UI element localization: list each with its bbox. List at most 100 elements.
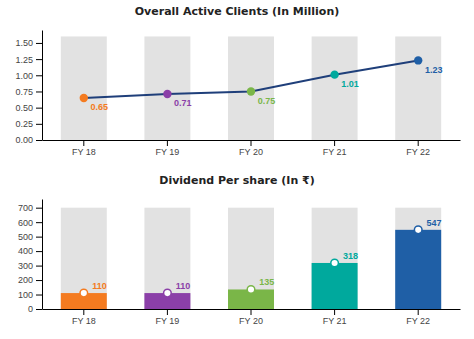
y-tick: 1.50 — [15, 38, 42, 48]
tick-mark — [36, 75, 42, 76]
tick-mark — [83, 140, 84, 146]
tick-label: FY 20 — [239, 147, 263, 157]
tick-mark — [36, 251, 42, 252]
tick-label: FY 22 — [406, 147, 430, 157]
y-tick: 0.50 — [15, 103, 42, 113]
y-tick: 300 — [18, 261, 42, 271]
tick-label: FY 21 — [323, 316, 347, 326]
chart-panel: Dividend Per share (In ₹) 110 110 135 318 547… — [18, 174, 461, 326]
y-axis: 0 100 200 300 400 500 600 700 — [18, 200, 43, 315]
tick-label: 0.25 — [15, 119, 33, 129]
chart-canvas: Overall Active Clients (In Million)0.650… — [0, 0, 474, 339]
tick-label: FY 18 — [72, 147, 96, 157]
bar — [144, 36, 190, 140]
bar — [395, 36, 441, 140]
point — [80, 94, 88, 102]
x-tick: FY 22 — [406, 140, 430, 157]
tick-mark — [36, 266, 42, 267]
tick-mark — [36, 208, 42, 209]
tick-label: FY 20 — [239, 316, 263, 326]
y-axis: 0.00 0.25 0.50 0.75 1.00 1.25 1.50 — [15, 31, 42, 146]
tick-mark — [36, 43, 42, 44]
x-tick: FY 20 — [239, 309, 263, 326]
tick-label: 1.50 — [15, 38, 33, 48]
tick-label: 700 — [18, 203, 33, 213]
tick-label: 1.25 — [15, 54, 33, 64]
y-tick: 100 — [18, 290, 42, 300]
y-tick: 400 — [18, 246, 42, 256]
tick-label: 300 — [18, 261, 33, 271]
tick-label: 0 — [28, 304, 33, 314]
y-tick: 0.00 — [15, 135, 42, 145]
data-label: 0.71 — [174, 98, 192, 108]
y-tick: 0.25 — [15, 119, 42, 129]
tick-mark — [36, 124, 42, 125]
x-tick: FY 22 — [406, 309, 430, 326]
point — [330, 70, 338, 78]
tick-mark — [334, 140, 335, 146]
y-tick: 0 — [28, 304, 42, 314]
y-tick: 1.00 — [15, 71, 42, 81]
tick-mark — [36, 222, 42, 223]
data-label: 135 — [259, 277, 274, 287]
x-tick: FY 19 — [155, 140, 179, 157]
tick-mark — [251, 140, 252, 146]
line — [84, 60, 418, 98]
bar — [61, 208, 107, 309]
plot-marks — [61, 208, 441, 309]
tick-label: FY 18 — [72, 316, 96, 326]
point — [163, 90, 171, 98]
y-tick: 1.25 — [15, 54, 42, 64]
tick-label: 500 — [18, 232, 33, 242]
tick-mark — [36, 91, 42, 92]
tick-mark — [83, 309, 84, 315]
point — [331, 259, 339, 267]
data-label: 110 — [92, 281, 107, 291]
data-label: 1.01 — [341, 79, 359, 89]
tick-label: FY 22 — [406, 316, 430, 326]
bar — [312, 208, 358, 309]
y-tick: 600 — [18, 218, 42, 228]
y-tick: 200 — [18, 275, 42, 285]
tick-mark — [36, 295, 42, 296]
axis-line — [42, 200, 43, 310]
tick-label: 600 — [18, 218, 33, 228]
bar — [228, 208, 274, 309]
tick-mark — [418, 140, 419, 146]
data-label: 0.75 — [258, 96, 276, 106]
tick-mark — [334, 309, 335, 315]
point — [414, 56, 422, 64]
tick-mark — [36, 140, 42, 141]
tick-label: 0.50 — [15, 103, 33, 113]
chart-title: Dividend Per share (In ₹) — [159, 174, 314, 187]
data-label: 318 — [343, 251, 358, 261]
tick-label: 0.00 — [15, 135, 33, 145]
x-axis: FY 18 FY 19 FY 20 FY 21 FY 22 — [43, 309, 461, 326]
point — [164, 289, 172, 297]
tick-mark — [167, 309, 168, 315]
point — [247, 87, 255, 95]
bar — [61, 36, 107, 140]
bar — [395, 230, 441, 309]
x-tick: FY 19 — [155, 309, 179, 326]
tick-mark — [251, 309, 252, 315]
tick-label: 0.75 — [15, 87, 33, 97]
tick-mark — [418, 309, 419, 315]
data-labels: 110 110 135 318 547 — [92, 218, 441, 291]
x-tick: FY 20 — [239, 140, 263, 157]
x-tick: FY 18 — [72, 140, 96, 157]
tick-mark — [36, 108, 42, 109]
data-labels: 0.650.710.751.011.23 — [90, 65, 442, 113]
x-tick: FY 21 — [323, 309, 347, 326]
plot-marks — [61, 36, 441, 140]
tick-label: 400 — [18, 246, 33, 256]
point — [247, 286, 255, 294]
y-tick: 700 — [18, 203, 42, 213]
tick-mark — [36, 237, 42, 238]
axis-line — [42, 31, 43, 141]
tick-label: FY 19 — [155, 316, 179, 326]
tick-label: FY 19 — [155, 147, 179, 157]
tick-mark — [36, 59, 42, 60]
data-label: 110 — [176, 281, 191, 291]
data-label: 547 — [427, 218, 442, 228]
